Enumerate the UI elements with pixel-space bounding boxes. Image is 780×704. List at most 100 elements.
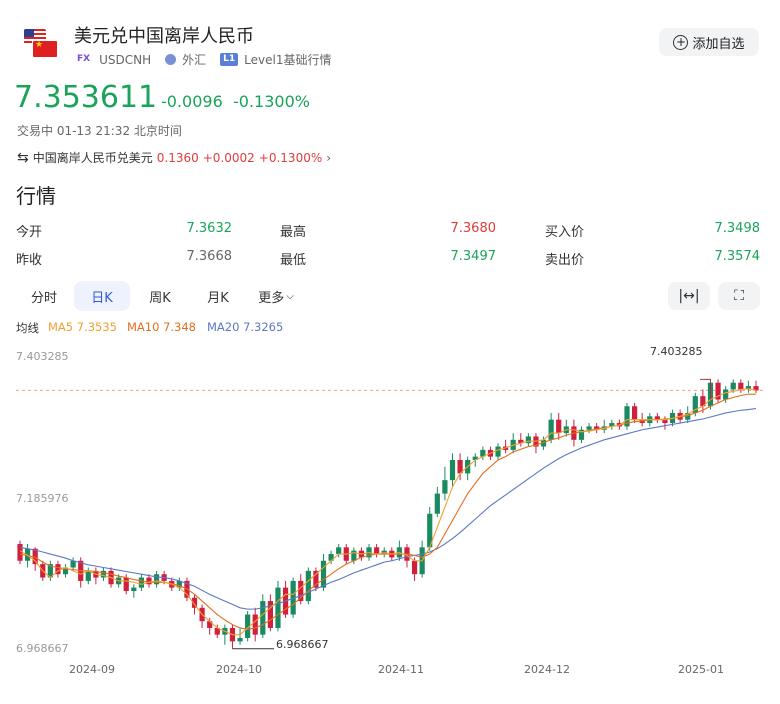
symbol-code: USDCNH [99, 52, 152, 67]
candle-body [252, 614, 258, 635]
stat-value-bid: 7.3498 [714, 221, 761, 236]
candle-body [480, 449, 486, 457]
candle-body [298, 580, 304, 602]
max-marker-line [700, 378, 711, 400]
price-change: -0.0096 [161, 92, 223, 111]
market-label: 外汇 [182, 53, 207, 67]
expand-width-button[interactable]: |↔| [668, 282, 710, 310]
stat-value-high: 7.3680 [450, 221, 497, 236]
candle-body [472, 456, 478, 460]
ma10-legend: MA10 7.348 [127, 320, 196, 334]
candle-body [730, 382, 736, 390]
candle-body [411, 560, 418, 575]
stat-value-ask: 7.3574 [714, 249, 761, 264]
section-title: 行情 [16, 184, 56, 208]
x-tick-label: 2024-11 [378, 663, 424, 676]
stat-value-prev-close: 7.3668 [186, 249, 233, 264]
globe-icon [165, 54, 177, 65]
candle-body [685, 412, 691, 420]
candle-body [123, 577, 129, 591]
fullscreen-icon: ⛶ [734, 288, 744, 304]
candle-body [320, 560, 327, 588]
ma5-line [19, 388, 757, 636]
candle-body [442, 480, 448, 494]
candle-body [85, 570, 91, 581]
tab-weekly-k[interactable]: 周K [149, 290, 171, 306]
candle-body [70, 560, 76, 568]
candle-body [540, 439, 547, 447]
candle-body [146, 577, 152, 585]
candle-body [32, 548, 38, 565]
candlestick-chart[interactable] [0, 340, 780, 680]
candle-body [260, 601, 266, 635]
candle-body [495, 446, 501, 457]
tab-daily-k[interactable]: 日K [74, 281, 130, 311]
candle-body [654, 416, 660, 420]
chevron-down-icon: ⌵ [286, 290, 294, 302]
candle-body [138, 577, 145, 588]
stat-label-low: 最低 [280, 253, 307, 268]
candle-body [24, 548, 31, 561]
stat-label-high: 最高 [280, 225, 307, 240]
candle-body [738, 382, 744, 390]
symbol-meta: FX USDCNH 外汇 L1 Level1基础行情 [74, 51, 331, 68]
trading-status-time: 交易中 01-13 21:32 北京时间 [17, 124, 182, 138]
candle-body [586, 426, 592, 430]
inverse-change: +0.0002 [202, 150, 255, 165]
candle-body [518, 439, 524, 444]
tab-more-label: 更多 [258, 290, 285, 306]
inverse-pair-link[interactable]: ⇆ 中国离岸人民币兑美元 0.1360 +0.0002 +0.1300% › [17, 149, 331, 166]
candle-body [692, 396, 698, 413]
candle-body [305, 570, 311, 602]
candle-body [328, 554, 334, 561]
fullscreen-button[interactable]: ⛶ [718, 282, 760, 310]
x-tick-label: 2024-10 [216, 663, 262, 676]
tab-intraday[interactable]: 分时 [30, 290, 57, 306]
chart-period-tabs: 分时 日K 周K 月K 更多 ⌵ [16, 281, 304, 311]
candle-body [153, 574, 160, 585]
candle-body [624, 406, 630, 427]
candle-body [275, 587, 281, 628]
tab-more[interactable]: 更多 ⌵ [248, 281, 304, 311]
inverse-pair-name: 中国离岸人民币兑美元 [32, 151, 153, 165]
swap-arrows-icon: ⇆ [17, 149, 29, 166]
china-flag-icon [32, 40, 58, 58]
stat-label-prev-close: 昨收 [16, 253, 43, 268]
y-tick-label: 6.968667 [16, 642, 69, 655]
chevron-right-icon: › [326, 150, 332, 165]
candle-body [237, 638, 243, 642]
add-watchlist-button[interactable]: + 添加自选 [659, 28, 759, 56]
candle-body [609, 423, 615, 427]
inverse-change-percent: +0.1300% [258, 150, 323, 165]
candle-body [351, 550, 357, 561]
tab-monthly-k[interactable]: 月K [207, 290, 229, 306]
candle-body [17, 543, 23, 561]
x-tick-label: 2025-01 [678, 663, 724, 676]
candle-body [594, 426, 600, 430]
level-label: Level1基础行情 [244, 53, 332, 67]
candle-body [745, 386, 752, 390]
current-price: 7.353611 [14, 80, 158, 115]
candle-body [100, 570, 107, 578]
min-price-marker: 6.968667 [276, 638, 329, 651]
stat-value-low: 7.3497 [450, 249, 497, 264]
plus-circle-icon: + [673, 34, 689, 50]
x-tick-label: 2024-12 [524, 663, 570, 676]
price-change-percent: -0.1300% [233, 92, 310, 111]
page-title: 美元兑中国离岸人民币 [74, 26, 254, 47]
candle-body [548, 419, 554, 440]
candle-body [556, 419, 562, 434]
ma5-legend: MA5 7.3535 [48, 320, 117, 334]
y-tick-label: 7.185976 [16, 492, 69, 505]
ma20-legend: MA20 7.3265 [207, 320, 284, 334]
candle-body [214, 627, 220, 635]
candle-body [723, 389, 729, 400]
max-price-marker: 7.403285 [650, 345, 703, 358]
candle-body [55, 564, 61, 575]
candle-body [700, 396, 706, 407]
candle-body [131, 587, 137, 591]
level-badge: L1 [220, 53, 239, 66]
candle-body [47, 564, 53, 578]
candle-body [176, 580, 182, 588]
candle-body [336, 547, 342, 555]
